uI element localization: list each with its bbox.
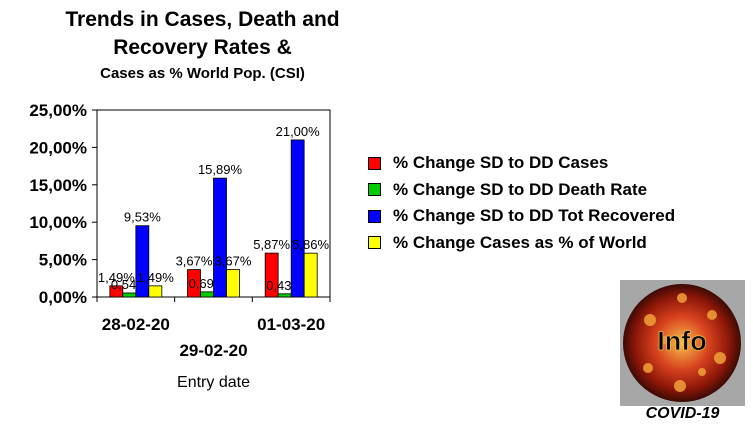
legend-swatch-recovered xyxy=(368,209,381,223)
bar xyxy=(264,252,279,298)
legend-item-cases: % Change SD to DD Cases xyxy=(368,150,675,177)
x-axis-label: Entry date xyxy=(177,374,250,391)
bar-data-label: 5,86% xyxy=(292,237,329,252)
legend-label-cases: % Change SD to DD Cases xyxy=(393,153,609,173)
chart-title-line2: Recovery Rates & xyxy=(113,36,292,59)
bar xyxy=(187,269,201,298)
bar xyxy=(148,285,163,298)
bar xyxy=(303,252,318,298)
bar-data-label: 3,67% xyxy=(215,254,252,269)
legend-label-recovered: % Change SD to DD Tot Recovered xyxy=(393,206,676,226)
legend-label-world: % Change Cases as % of World xyxy=(393,232,647,252)
legend-item-recovered: % Change SD to DD Tot Recovered xyxy=(368,203,675,230)
bar-data-label: 9,53% xyxy=(124,210,161,225)
bar-data-label: 15,89% xyxy=(198,162,243,177)
y-tick-label: 5,00% xyxy=(39,251,87,270)
chart-subtitle: Cases as % World Pop. (CSI) xyxy=(100,65,305,82)
bar xyxy=(213,177,227,298)
bar xyxy=(135,225,150,298)
bar xyxy=(122,292,137,298)
bar-data-label: 1,49% xyxy=(137,270,174,285)
logo-caption: COVID-19 xyxy=(645,405,720,422)
x-tick-label: 01-03-20 xyxy=(257,315,325,334)
bar xyxy=(109,285,124,298)
bar-data-label: 3,67% xyxy=(176,254,213,269)
y-tick-label: 25,00% xyxy=(29,101,87,120)
legend-item-world: % Change Cases as % of World xyxy=(368,230,675,257)
x-tick-label: 29-02-20 xyxy=(179,341,247,360)
bar xyxy=(277,293,292,298)
bar xyxy=(290,139,305,298)
covid-info-logo: Info xyxy=(620,280,745,406)
legend-swatch-cases xyxy=(368,156,381,170)
chart-legend: % Change SD to DD Cases % Change SD to D… xyxy=(368,150,675,256)
bar-data-label: 21,00% xyxy=(276,124,321,139)
bar xyxy=(200,291,214,298)
x-tick-label: 28-02-20 xyxy=(102,315,170,334)
bar-data-label: 5,87% xyxy=(253,237,290,252)
logo-text: Info xyxy=(657,326,706,356)
chart-title: Trends in Cases, Death and xyxy=(65,8,340,31)
y-tick-label: 20,00% xyxy=(29,138,87,157)
bar-data-label: 1,49% xyxy=(98,270,135,285)
bar xyxy=(226,269,240,298)
legend-label-death-rate: % Change SD to DD Death Rate xyxy=(393,179,648,199)
legend-swatch-world xyxy=(368,236,381,250)
y-tick-label: 15,00% xyxy=(29,176,87,195)
legend-swatch-death-rate xyxy=(368,183,381,197)
legend-item-death-rate: % Change SD to DD Death Rate xyxy=(368,177,675,204)
bar-chart: 0,00% 5,00% 10,00% 15,00% 20,00% 25,00% 1,49% 0… xyxy=(29,101,331,391)
y-tick-label: 0,00% xyxy=(39,288,87,307)
y-tick-label: 10,00% xyxy=(29,213,87,232)
